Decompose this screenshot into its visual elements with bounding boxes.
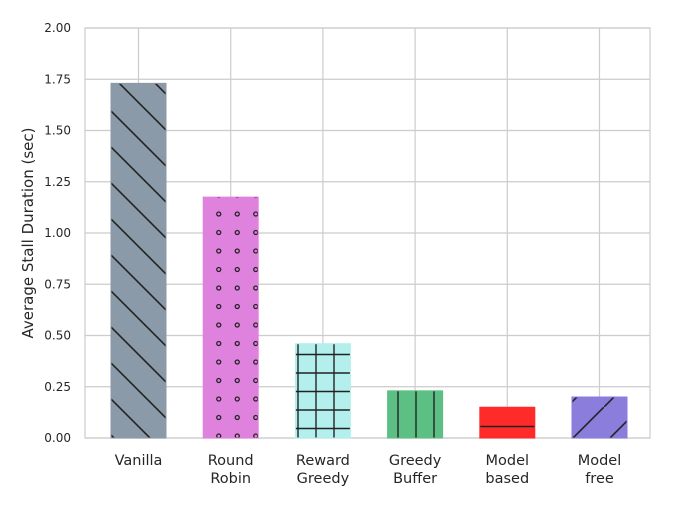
x-tick-label: Robin xyxy=(210,471,251,487)
bar xyxy=(110,82,167,439)
y-tick-label: 0.25 xyxy=(44,380,71,394)
y-tick-label: 2.00 xyxy=(44,21,71,35)
x-tick-label: Model xyxy=(486,453,530,469)
x-tick-label: Model xyxy=(578,453,622,469)
bar xyxy=(571,396,628,439)
y-tick-label: 1.75 xyxy=(44,72,71,86)
x-tick-label: Reward xyxy=(296,453,350,469)
x-tick-label: free xyxy=(585,471,614,487)
y-tick-label: 0.75 xyxy=(44,277,71,291)
bar xyxy=(479,406,536,439)
y-tick-label: 0.00 xyxy=(44,431,71,445)
x-tick-label: Vanilla xyxy=(115,453,163,469)
y-tick-labels: 0.00 0.25 0.50 0.75 1.00 1.25 1.50 1.75 2.00 xyxy=(44,21,71,445)
bar-hatch xyxy=(294,343,351,439)
bar xyxy=(387,390,444,439)
y-tick-label: 1.50 xyxy=(44,124,71,138)
x-tick-label: Buffer xyxy=(393,471,437,487)
y-tick-label: 1.00 xyxy=(44,226,71,240)
x-tick-label: Round xyxy=(208,453,254,469)
bar-hatch xyxy=(387,390,444,439)
x-tick-label: Greedy xyxy=(297,471,350,487)
bar xyxy=(202,196,259,439)
y-tick-label: 1.25 xyxy=(44,175,71,189)
x-tick-label: based xyxy=(485,471,529,487)
x-tick-label: Greedy xyxy=(389,453,442,469)
bar-hatch xyxy=(110,82,167,439)
y-axis-label: Average Stall Duration (sec) xyxy=(19,128,37,339)
bar-hatch xyxy=(479,406,536,439)
bar-hatch xyxy=(571,396,628,439)
bars xyxy=(110,82,628,439)
x-tick-labels: Vanilla Round Robin Reward Greedy Greedy Buffe… xyxy=(115,453,622,487)
y-tick-label: 0.50 xyxy=(44,329,71,343)
bar-hatch xyxy=(202,196,259,439)
bar xyxy=(294,343,351,439)
